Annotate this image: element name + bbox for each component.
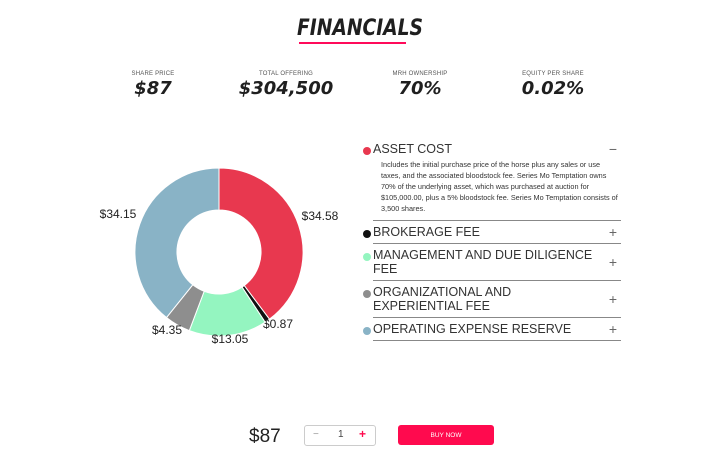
stat-value: $87 xyxy=(134,78,172,99)
expand-icon[interactable]: + xyxy=(608,291,617,307)
data-label: $34.15 xyxy=(100,207,137,221)
stat-label: EQUITY PER SHARE xyxy=(522,71,584,77)
stat-share-price: SHARE PRICE $87 xyxy=(73,71,233,99)
stat-value: $304,500 xyxy=(238,78,334,99)
stat-label: TOTAL OFFERING xyxy=(258,71,314,77)
accordion-title[interactable]: MANAGEMENT AND DUE DILIGENCE FEE xyxy=(373,248,593,276)
legend-dot xyxy=(363,253,371,261)
data-label: $34.58 xyxy=(302,209,339,223)
donut-slice[interactable] xyxy=(134,167,220,319)
stat-mrh-ownership: MRH OWNERSHIP 70% xyxy=(340,71,500,99)
legend-dot xyxy=(363,147,371,155)
legend-dot xyxy=(363,290,371,298)
accordion-item[interactable]: BROKERAGE FEE + xyxy=(363,221,621,244)
accordion-title[interactable]: ORGANIZATIONAL AND EXPERIENTIAL FEE xyxy=(373,285,512,313)
data-label: $0.87 xyxy=(263,317,293,331)
stat-value: 0.02% xyxy=(521,78,585,99)
donut-slice[interactable] xyxy=(218,167,304,320)
accordion-item[interactable]: MANAGEMENT AND DUE DILIGENCE FEE + xyxy=(363,244,621,281)
share-price: $87 xyxy=(249,426,281,447)
donut-chart: $34.58 $0.87 $13.05 $4.35 $34.15 xyxy=(100,167,339,346)
fee-accordion: ASSET COST − Includes the initial purchas… xyxy=(363,138,621,341)
stat-equity-per-share: EQUITY PER SHARE 0.02% xyxy=(473,71,633,99)
accordion-item[interactable]: OPERATING EXPENSE RESERVE + xyxy=(363,318,621,341)
increment-button[interactable]: + xyxy=(359,427,367,441)
quantity-value[interactable]: 1 xyxy=(338,429,344,440)
expand-icon[interactable]: + xyxy=(608,224,617,240)
accordion-title[interactable]: OPERATING EXPENSE RESERVE xyxy=(373,322,572,336)
collapse-icon[interactable]: − xyxy=(608,141,617,157)
accordion-description: Includes the initial purchase price of t… xyxy=(381,160,618,213)
expand-icon[interactable]: + xyxy=(608,254,617,270)
legend-dot xyxy=(363,230,371,238)
buy-now-button[interactable]: BUY NOW xyxy=(398,425,494,445)
data-label: $4.35 xyxy=(152,323,182,337)
accordion-item[interactable]: ASSET COST − Includes the initial purchas… xyxy=(363,138,621,221)
stat-label: MRH OWNERSHIP xyxy=(392,71,448,77)
legend-dot xyxy=(363,327,371,335)
page-title: FINANCIALS xyxy=(296,16,424,41)
accordion-title[interactable]: BROKERAGE FEE xyxy=(373,225,480,239)
accordion-item[interactable]: ORGANIZATIONAL AND EXPERIENTIAL FEE + xyxy=(363,281,621,318)
stat-value: 70% xyxy=(398,78,442,99)
stat-total-offering: TOTAL OFFERING $304,500 xyxy=(206,71,366,99)
accordion-title[interactable]: ASSET COST xyxy=(373,142,452,156)
stat-label: SHARE PRICE xyxy=(131,71,175,77)
title-underline xyxy=(299,42,406,44)
decrement-button[interactable]: − xyxy=(313,429,319,440)
quantity-stepper: − 1 + xyxy=(304,425,376,446)
data-label: $13.05 xyxy=(212,332,249,346)
expand-icon[interactable]: + xyxy=(608,321,617,337)
